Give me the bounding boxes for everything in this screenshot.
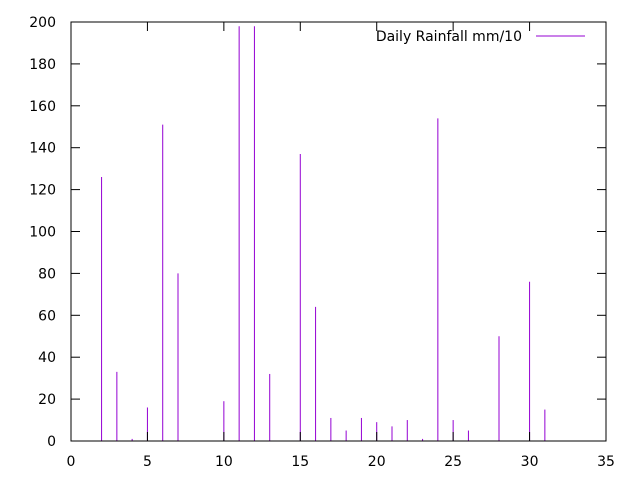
- plot-frame: [70, 21, 607, 442]
- x-tick-label: 10: [215, 454, 233, 470]
- y-tick-label: 200: [29, 15, 56, 31]
- y-tick-label: 100: [29, 225, 56, 241]
- y-tick-label: 160: [29, 99, 56, 115]
- y-tick-label: 180: [29, 57, 56, 73]
- x-axis: 0 5 10 15 20 25 30 35: [67, 22, 615, 470]
- x-tick-label: 35: [597, 454, 615, 470]
- y-tick-label: 20: [38, 392, 56, 408]
- y-tick-label: 140: [29, 141, 56, 157]
- x-tick-label: 25: [444, 454, 462, 470]
- x-tick-label: 20: [368, 454, 386, 470]
- y-tick-label: 40: [38, 350, 56, 366]
- x-tick-label: 0: [67, 454, 76, 470]
- y-tick-label: 60: [38, 308, 56, 324]
- y-tick-label: 0: [47, 434, 56, 450]
- x-tick-label: 5: [143, 454, 152, 470]
- bars-group: [101, 26, 546, 441]
- y-tick-label: 80: [38, 266, 56, 282]
- y-axis: 0 20 40 60 80 100 120 140 160 180 200: [29, 15, 606, 450]
- x-tick-label: 30: [521, 454, 539, 470]
- x-tick-label: 15: [291, 454, 309, 470]
- legend: Daily Rainfall mm/10: [376, 29, 585, 45]
- y-tick-label: 120: [29, 183, 56, 199]
- legend-label: Daily Rainfall mm/10: [376, 29, 522, 45]
